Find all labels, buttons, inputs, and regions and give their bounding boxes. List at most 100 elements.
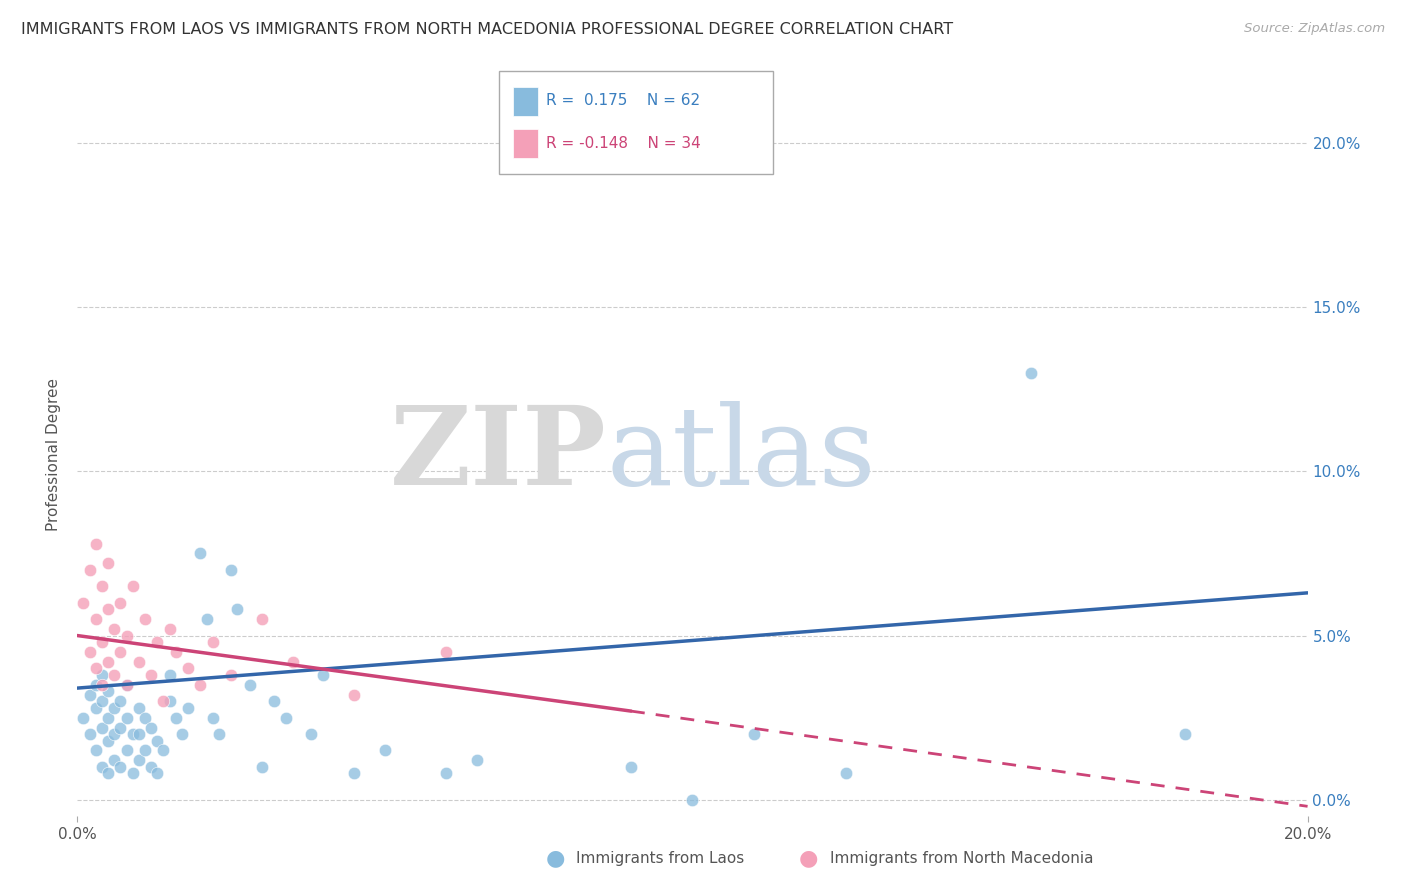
Point	[299, 727, 322, 741]
Text: R =  0.175    N = 62: R = 0.175 N = 62	[546, 94, 700, 108]
Point	[177, 661, 200, 675]
Point	[276, 711, 298, 725]
Point	[90, 760, 114, 774]
Point	[84, 536, 107, 550]
Point	[90, 694, 114, 708]
Point	[281, 655, 304, 669]
Point	[152, 694, 174, 708]
Point	[97, 711, 120, 725]
Point	[128, 727, 150, 741]
Point	[159, 668, 181, 682]
Point	[110, 596, 132, 610]
Point	[343, 688, 366, 702]
Point	[201, 711, 224, 725]
Point	[146, 635, 169, 649]
Point	[195, 612, 218, 626]
Point	[84, 661, 107, 675]
Point	[110, 694, 132, 708]
Point	[682, 793, 704, 807]
Point	[312, 668, 335, 682]
Point	[103, 668, 125, 682]
Point	[134, 711, 156, 725]
Point	[170, 727, 193, 741]
Point	[97, 557, 120, 571]
Point	[1019, 366, 1042, 380]
Point	[103, 727, 125, 741]
Y-axis label: Professional Degree: Professional Degree	[46, 378, 62, 532]
Text: Immigrants from Laos: Immigrants from Laos	[576, 851, 745, 865]
Point	[188, 678, 212, 692]
Point	[128, 701, 150, 715]
Point	[84, 612, 107, 626]
Point	[208, 727, 231, 741]
Text: ●: ●	[799, 848, 818, 868]
Point	[128, 655, 150, 669]
Text: Source: ZipAtlas.com: Source: ZipAtlas.com	[1244, 22, 1385, 36]
Point	[134, 612, 156, 626]
Point	[90, 678, 114, 692]
Point	[97, 733, 120, 747]
Point	[1174, 727, 1197, 741]
Point	[79, 727, 101, 741]
Point	[141, 721, 163, 735]
Point	[226, 602, 249, 616]
Point	[188, 546, 212, 560]
Point	[152, 743, 174, 757]
Point	[146, 766, 169, 780]
Point	[121, 727, 143, 741]
Point	[97, 684, 120, 698]
Point	[115, 678, 138, 692]
Point	[835, 766, 858, 780]
Point	[250, 612, 273, 626]
Point	[219, 668, 242, 682]
Point	[115, 711, 138, 725]
Point	[250, 760, 273, 774]
Point	[159, 622, 181, 636]
Point	[84, 701, 107, 715]
Point	[465, 753, 488, 767]
Point	[201, 635, 224, 649]
Point	[134, 743, 156, 757]
Point	[110, 760, 132, 774]
Point	[110, 645, 132, 659]
Point	[72, 711, 94, 725]
Point	[84, 678, 107, 692]
Text: ZIP: ZIP	[389, 401, 606, 508]
Point	[121, 579, 143, 593]
Text: R = -0.148    N = 34: R = -0.148 N = 34	[546, 136, 700, 151]
Point	[103, 753, 125, 767]
Point	[90, 668, 114, 682]
Point	[121, 766, 143, 780]
Point	[146, 733, 169, 747]
Point	[79, 645, 101, 659]
Point	[115, 628, 138, 642]
Point	[90, 721, 114, 735]
Point	[374, 743, 396, 757]
Point	[263, 694, 285, 708]
Point	[343, 766, 366, 780]
Point	[90, 579, 114, 593]
Text: IMMIGRANTS FROM LAOS VS IMMIGRANTS FROM NORTH MACEDONIA PROFESSIONAL DEGREE CORR: IMMIGRANTS FROM LAOS VS IMMIGRANTS FROM …	[21, 22, 953, 37]
Point	[103, 622, 125, 636]
Text: Immigrants from North Macedonia: Immigrants from North Macedonia	[830, 851, 1092, 865]
Point	[115, 743, 138, 757]
Point	[141, 760, 163, 774]
Point	[159, 694, 181, 708]
Point	[742, 727, 765, 741]
Point	[79, 563, 101, 577]
Point	[436, 645, 458, 659]
Point	[141, 668, 163, 682]
Point	[165, 711, 187, 725]
Point	[165, 645, 187, 659]
Point	[177, 701, 200, 715]
Text: atlas: atlas	[606, 401, 876, 508]
Point	[90, 635, 114, 649]
Point	[436, 766, 458, 780]
Point	[128, 753, 150, 767]
Point	[97, 655, 120, 669]
Point	[239, 678, 262, 692]
Point	[79, 688, 101, 702]
Point	[103, 701, 125, 715]
Point	[97, 766, 120, 780]
Text: ●: ●	[546, 848, 565, 868]
